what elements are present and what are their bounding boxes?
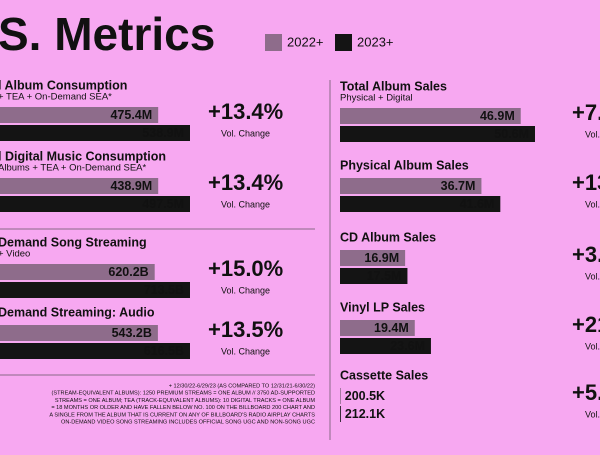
change-value: +21 <box>572 312 600 337</box>
bar <box>340 406 341 422</box>
bar-label: 19.4M <box>374 321 409 335</box>
bar-label: 46.9M <box>480 109 515 123</box>
bar-label: 538.9M <box>142 126 184 140</box>
bar-label: 620.2B <box>108 265 148 279</box>
title: S. Metrics <box>0 8 215 60</box>
change-value: +13.5% <box>208 317 283 342</box>
bar-label: 17.5M <box>367 269 402 283</box>
change-note: Vol. Change <box>221 346 270 356</box>
change-note: Vol. <box>585 199 600 209</box>
bar <box>340 108 521 124</box>
panel-title: Vinyl LP Sales <box>340 300 425 314</box>
footnote: (STREAM-EQUIVALENT ALBUMS): 1250 PREMIUM… <box>52 391 315 397</box>
change-value: +5. <box>572 380 600 405</box>
bar <box>0 282 190 298</box>
change-value: +13.4% <box>208 170 283 195</box>
change-note: Vol. Change <box>221 199 270 209</box>
bar-label: 212.1K <box>345 407 385 421</box>
change-note: Vol. Change <box>221 128 270 138</box>
bar <box>0 264 155 280</box>
legend-swatch <box>335 34 352 51</box>
footnote: A SINGLE FROM THE ALBUM THAT IS CURRENT … <box>49 412 315 418</box>
panel-title: Demand Streaming: Audio <box>0 305 155 319</box>
bar <box>0 325 158 341</box>
bar-label: 36.7M <box>441 179 476 193</box>
bar <box>340 320 415 336</box>
bar <box>340 250 406 266</box>
panel-title: Demand Song Streaming <box>0 235 147 249</box>
panel-title: CD Album Sales <box>340 230 436 244</box>
bar <box>340 178 482 194</box>
bar <box>0 343 190 359</box>
footnote: ON-DEMAND VIDEO SONG STREAMING INCLUDES … <box>61 419 315 425</box>
footnote: STREAMS = ONE ALBUM; TEA (TRACK-EQUIVALE… <box>55 398 315 404</box>
bar-label: 713.5B <box>144 283 184 297</box>
panel-subtitle: + TEA + On-Demand SEA* <box>0 92 112 103</box>
panel-title: l Digital Music Consumption <box>0 149 166 163</box>
change-note: Vol. C <box>585 129 600 139</box>
bar <box>340 388 341 404</box>
footnote: = 18 MONTHS OR OLDER AND HAVE FALLEN BEL… <box>51 405 315 411</box>
bar-label: 475.4M <box>110 108 152 122</box>
panel-subtitle: Physical + Digital <box>340 93 413 104</box>
panel-title: Physical Album Sales <box>340 158 469 172</box>
bar-label: 23.6M <box>390 339 425 353</box>
legend-label: 2023+ <box>357 34 394 49</box>
bar-label: 497.5M <box>142 197 184 211</box>
bar-label: 16.9M <box>364 251 399 265</box>
panel-title: Cassette Sales <box>340 368 428 382</box>
legend-swatch <box>265 34 282 51</box>
bar <box>0 125 190 141</box>
change-note: Vol. Change <box>221 285 270 295</box>
panel-title: l Album Consumption <box>0 78 127 92</box>
bar <box>340 268 408 284</box>
bar <box>340 196 501 212</box>
panel-title: Total Album Sales <box>340 79 447 93</box>
change-note: Vol. <box>585 409 600 419</box>
change-value: +13 <box>572 170 600 195</box>
bar-label: 543.2B <box>112 326 152 340</box>
change-value: +3. <box>572 242 600 267</box>
footnote: + 12/30/22-6/29/23 (AS COMPARED TO 12/31… <box>169 383 315 389</box>
panel-subtitle: + Video <box>0 249 30 260</box>
panel-subtitle: Albums + TEA + On-Demand SEA* <box>0 163 147 174</box>
bar <box>0 107 159 123</box>
bar <box>0 178 159 194</box>
bar-label: 438.9M <box>110 179 152 193</box>
bar-label: 50.6M <box>494 127 529 141</box>
bar <box>0 196 190 212</box>
change-value: +15.0% <box>208 256 283 281</box>
change-value: +7. <box>572 100 600 125</box>
bar <box>340 338 431 354</box>
bar-label: 616.5B <box>144 344 184 358</box>
bar-label: 41.6M <box>460 197 495 211</box>
change-note: Vol. <box>585 271 600 281</box>
change-value: +13.4% <box>208 99 283 124</box>
bar-label: 200.5K <box>345 389 385 403</box>
change-note: Vol. <box>585 341 600 351</box>
bar <box>340 126 535 142</box>
legend-label: 2022+ <box>287 34 324 49</box>
